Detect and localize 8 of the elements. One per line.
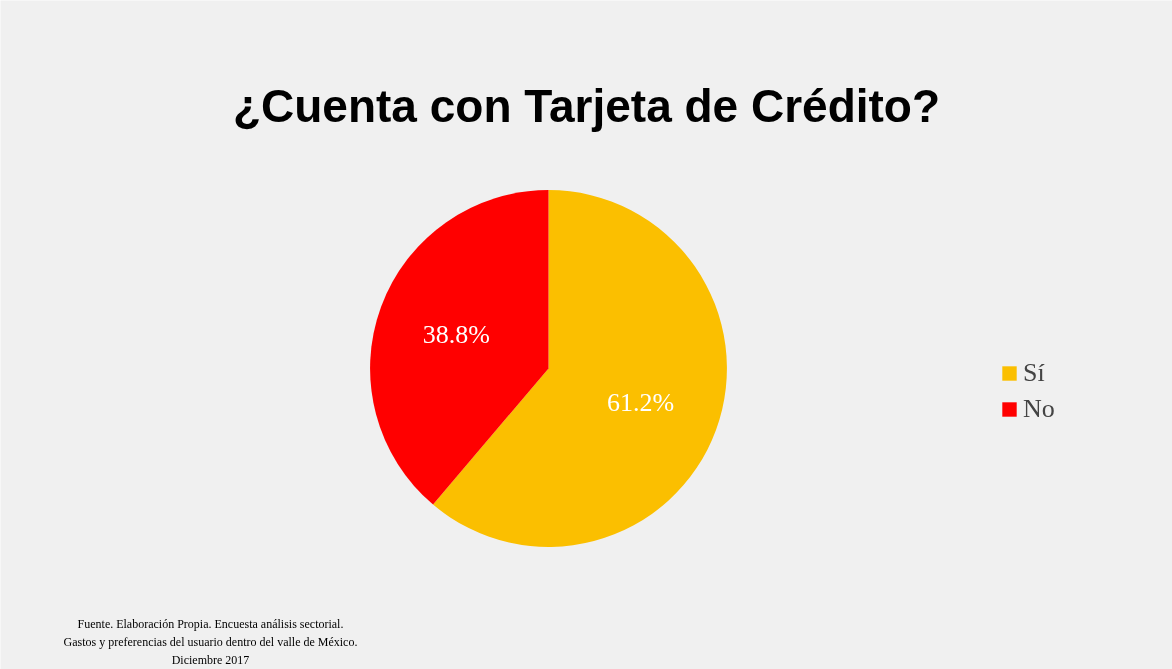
legend-label: Sí	[1023, 358, 1045, 388]
text: Gastos y preferencias del usuario dentro del valle de México.	[63, 634, 358, 649]
data-label: 38.8%	[422, 320, 490, 350]
legend-label: No	[1023, 394, 1055, 424]
data-label: 61.2%	[607, 387, 675, 417]
chart-title: ¿Cuenta con Tarjeta de Crédito?	[232, 79, 941, 132]
text: Diciembre 2017	[171, 652, 250, 667]
source-note: Fuente. Elaboración Propia. Encuesta análisis sectorial.	[77, 616, 344, 631]
